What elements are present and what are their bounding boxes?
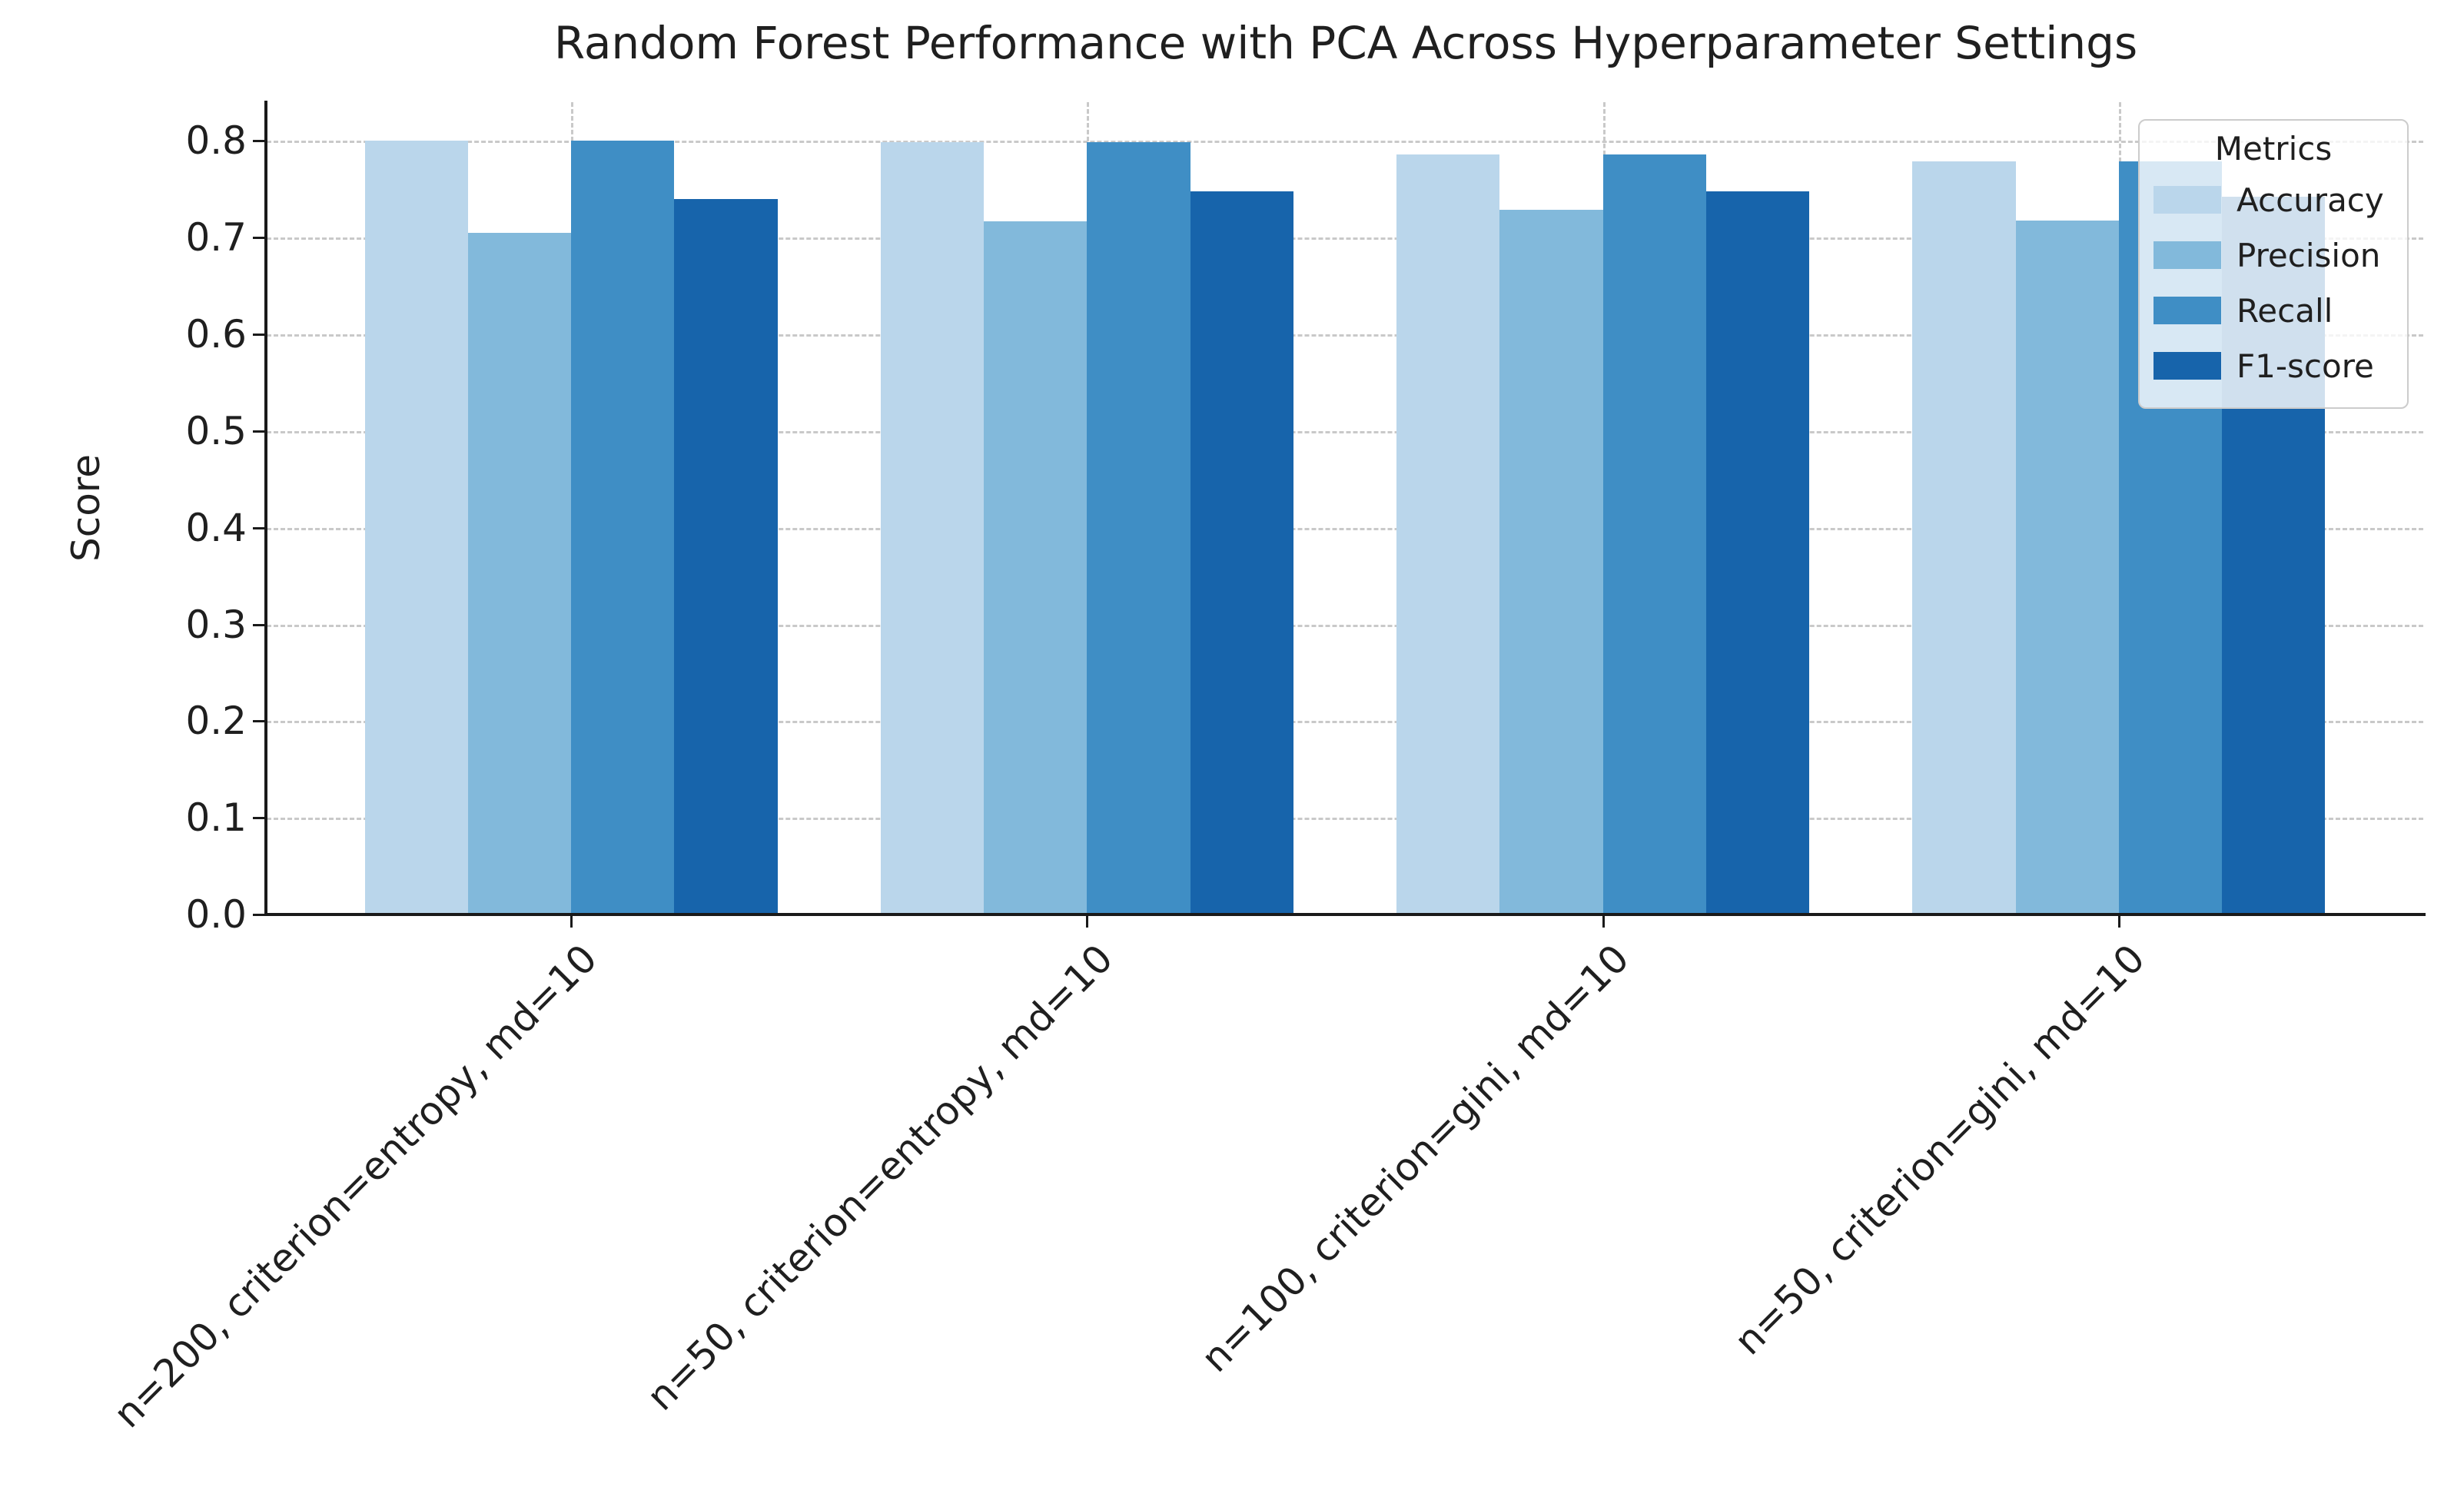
legend-label: Recall [2237, 291, 2333, 330]
legend-label: Accuracy [2237, 181, 2384, 219]
bar-recall-group3 [1602, 154, 1706, 914]
h-gridline-0.1 [267, 818, 2423, 821]
bar-precision-group3 [1499, 209, 1603, 914]
bar-accuracy-group3 [1396, 154, 1500, 914]
bar-accuracy-group1 [364, 141, 468, 914]
y-tick-label: 0.0 [185, 892, 247, 937]
x-tick-label: n=50, criterion=gini, md=10 [1725, 936, 2154, 1364]
legend-swatch-recall [2154, 297, 2221, 324]
bar-accuracy-group2 [880, 141, 985, 914]
y-tick-label: 0.2 [185, 699, 247, 744]
y-tick-label: 0.4 [185, 505, 247, 550]
legend-item-f1-score: F1-score [2154, 338, 2393, 393]
y-tick-mark [253, 817, 264, 820]
y-tick-label: 0.6 [185, 312, 247, 357]
y-tick-label: 0.3 [185, 602, 247, 647]
legend-swatch-f1-score [2154, 352, 2221, 380]
x-tick-label: n=100, criterion=gini, md=10 [1192, 936, 1638, 1381]
h-gridline-0.8 [267, 141, 2423, 144]
y-axis-label: Score [64, 453, 108, 563]
x-tick-mark [2117, 916, 2120, 928]
h-gridline-0.3 [267, 624, 2423, 627]
legend-item-precision: Precision [2154, 227, 2393, 283]
legend-label: F1-score [2237, 347, 2374, 385]
y-tick-mark [253, 237, 264, 240]
bar-f1-score-group1 [674, 198, 778, 914]
legend-swatch-accuracy [2154, 186, 2221, 214]
y-tick-mark [253, 430, 264, 433]
y-tick-label: 0.7 [185, 215, 247, 261]
y-tick-label: 0.1 [185, 795, 247, 841]
x-tick-mark [1602, 916, 1605, 928]
legend-item-recall: Recall [2154, 283, 2393, 338]
y-tick-label: 0.8 [185, 118, 247, 164]
legend-swatch-precision [2154, 241, 2221, 269]
bar-precision-group4 [2015, 220, 2119, 914]
bar-accuracy-group4 [1912, 161, 2016, 914]
bar-f1-score-group2 [1190, 191, 1293, 914]
y-tick-mark [253, 623, 264, 626]
x-axis-spine [264, 913, 2426, 916]
y-axis-spine [264, 101, 267, 915]
y-tick-mark [253, 334, 264, 336]
bar-recall-group1 [571, 141, 675, 914]
chart-title: Random Forest Performance with PCA Acros… [553, 17, 2138, 69]
legend-items: Accuracy Precision Recall F1-score [2154, 172, 2393, 393]
h-gridline-0.5 [267, 430, 2423, 433]
legend: Metrics Accuracy Precision Recall F1-score [2138, 119, 2409, 409]
y-tick-mark [253, 140, 264, 143]
x-tick-label: n=50, criterion=entropy, md=10 [638, 936, 1122, 1419]
bar-recall-group2 [1087, 141, 1190, 914]
x-tick-mark [570, 916, 573, 928]
h-gridline-0.4 [267, 527, 2423, 530]
y-tick-mark [253, 526, 264, 529]
bar-f1-score-group3 [1705, 191, 1810, 914]
h-gridline-0.2 [267, 721, 2423, 724]
legend-title: Metrics [2214, 130, 2333, 168]
y-tick-mark [253, 914, 264, 916]
h-gridline-0.7 [267, 237, 2423, 241]
legend-item-accuracy: Accuracy [2154, 172, 2393, 227]
h-gridline-0.6 [267, 334, 2423, 337]
x-tick-mark [1086, 916, 1089, 928]
legend-label: Precision [2237, 236, 2381, 274]
y-tick-mark [253, 720, 264, 723]
x-tick-label: n=200, criterion=entropy, md=10 [105, 936, 606, 1437]
y-tick-label: 0.5 [185, 408, 247, 453]
bar-precision-group1 [467, 232, 572, 914]
bar-precision-group2 [984, 221, 1088, 914]
